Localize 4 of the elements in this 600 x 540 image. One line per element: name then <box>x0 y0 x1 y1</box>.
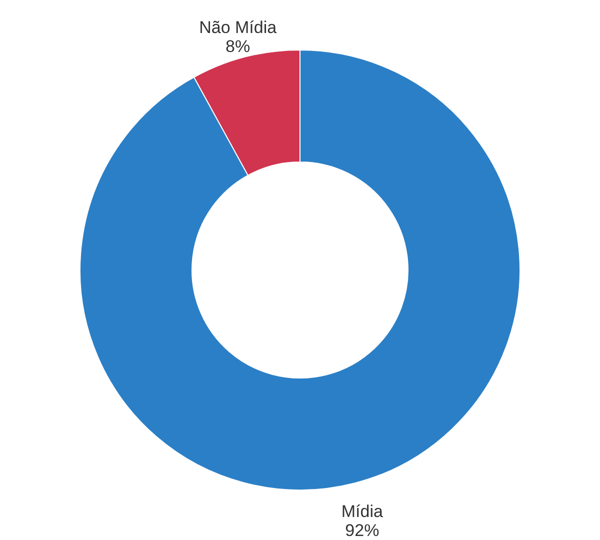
slice-label: Não Mídia <box>199 18 278 37</box>
data-label: 8% <box>226 36 250 56</box>
data-label: 92% <box>345 521 380 540</box>
slice-label: Mídia <box>341 502 384 522</box>
